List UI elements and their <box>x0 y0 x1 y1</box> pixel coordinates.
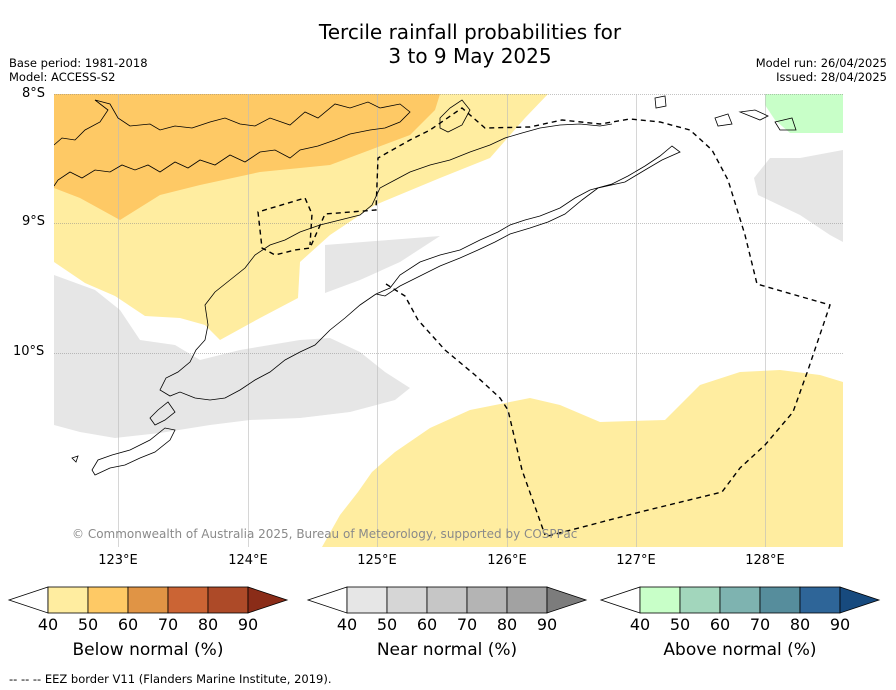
graticule <box>54 94 843 547</box>
eez-border <box>257 107 831 537</box>
below-tick-70: 70 <box>157 615 179 634</box>
near-tick-70: 70 <box>456 615 478 634</box>
lat-label-10s: 10°S <box>13 344 45 359</box>
model-run-block: Model run: 26/04/2025 Issued: 28/04/2025 <box>756 56 887 84</box>
above-tick-40: 40 <box>629 615 651 634</box>
below-normal-core <box>54 94 440 220</box>
model-text: Model: ACCESS-S2 <box>9 70 116 84</box>
near-tick-80: 80 <box>496 615 518 634</box>
coastline-islet-1 <box>71 455 79 463</box>
eez-border-main <box>257 107 831 537</box>
above-tick-80: 80 <box>789 615 811 634</box>
near-colorbar-under-extension <box>306 586 348 614</box>
near-normal-area-east <box>754 150 843 242</box>
near-tick-60: 60 <box>416 615 438 634</box>
coastline-flores <box>54 99 411 187</box>
map-title-line2: 3 to 9 May 2025 <box>388 44 552 68</box>
near-colorbar-segment <box>506 586 548 614</box>
above-colorbar-segment <box>639 586 681 614</box>
coastline-islet-5 <box>738 109 769 121</box>
above-colorbar-segment <box>759 586 801 614</box>
issued-text: Issued: 28/04/2025 <box>776 70 887 84</box>
below-tick-80: 80 <box>197 615 219 634</box>
above-tick-70: 70 <box>749 615 771 634</box>
near-colorbar-segment <box>466 586 508 614</box>
coastlines <box>54 95 797 476</box>
legend-colorbars <box>7 586 881 614</box>
base-period-block: Base period: 1981-2018 Model: ACCESS-S2 <box>9 56 148 84</box>
legend-label-below: Below normal (%) <box>72 640 224 660</box>
coastline-wetar <box>375 145 681 297</box>
map-title-line1: Tercile rainfall probabilities for <box>318 20 622 44</box>
above-tick-90: 90 <box>829 615 851 634</box>
near-normal-area-central <box>325 236 440 293</box>
legend-label-above: Above normal (%) <box>663 640 817 660</box>
below-normal-area-south <box>322 370 843 547</box>
coastline-islet-2 <box>654 95 667 109</box>
near-tick-90: 90 <box>536 615 558 634</box>
coastline-timor <box>159 123 613 401</box>
near-tick-50: 50 <box>376 615 398 634</box>
lon-label-123e: 123°E <box>98 553 138 568</box>
below-tick-60: 60 <box>117 615 139 634</box>
lon-label-128e: 128°E <box>745 553 785 568</box>
below-colorbar-over-extension <box>247 586 289 614</box>
below-colorbar-under-extension <box>7 586 49 614</box>
below-tick-50: 50 <box>77 615 99 634</box>
above-normal-area <box>765 94 843 133</box>
near-normal-area-west <box>54 275 410 438</box>
below-tick-40: 40 <box>37 615 59 634</box>
coastline-sawu <box>91 427 176 476</box>
lon-label-126e: 126°E <box>487 553 527 568</box>
above-colorbar-segment <box>719 586 761 614</box>
legend-label-near: Near normal (%) <box>376 640 518 660</box>
lon-label-124e: 124°E <box>228 553 268 568</box>
below-colorbar-segment <box>127 586 169 614</box>
map-title: Tercile rainfall probabilities for 3 to … <box>0 20 896 68</box>
coastline-rote <box>149 401 176 426</box>
coastline-islet-4 <box>774 117 797 131</box>
lat-label-8s: 8°S <box>22 86 46 101</box>
above-tick-50: 50 <box>669 615 691 634</box>
model-run-text: Model run: 26/04/2025 <box>755 56 887 70</box>
near-tick-40: 40 <box>336 615 358 634</box>
near-colorbar-over-extension <box>546 586 588 614</box>
near-colorbar-segment <box>386 586 428 614</box>
lon-label-127e: 127°E <box>616 553 656 568</box>
near-colorbar-segment <box>346 586 388 614</box>
lat-label-9s: 9°S <box>22 214 46 229</box>
forecast-map: © Commonwealth of Australia 2025, Bureau… <box>54 94 843 547</box>
eez-footnote: -- -- -- EEZ border V11 (Flanders Marine… <box>9 672 332 686</box>
below-colorbar-segment <box>87 586 129 614</box>
coastline-islet-3 <box>714 113 733 127</box>
above-colorbar-under-extension <box>599 586 641 614</box>
above-colorbar-segment <box>799 586 841 614</box>
near-colorbar-segment <box>426 586 468 614</box>
base-period-text: Base period: 1981-2018 <box>9 56 148 70</box>
above-tick-60: 60 <box>709 615 731 634</box>
eez-border-south <box>385 283 546 536</box>
below-colorbar-segment <box>207 586 249 614</box>
below-colorbar-segment <box>47 586 89 614</box>
lon-label-125e: 125°E <box>357 553 397 568</box>
below-colorbar-segment <box>167 586 209 614</box>
copyright-text: © Commonwealth of Australia 2025, Bureau… <box>72 527 577 541</box>
below-tick-90: 90 <box>237 615 259 634</box>
above-colorbar-over-extension <box>839 586 881 614</box>
coastline-alor <box>439 99 471 133</box>
above-colorbar-segment <box>679 586 721 614</box>
